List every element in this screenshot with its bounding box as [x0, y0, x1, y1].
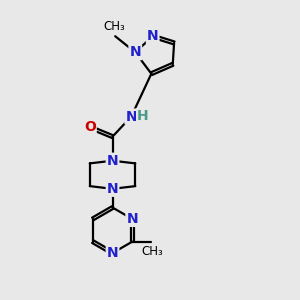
Text: N: N: [126, 212, 138, 226]
Text: N: N: [107, 182, 118, 196]
Text: H: H: [137, 109, 148, 123]
Text: N: N: [125, 110, 137, 124]
Text: N: N: [147, 29, 158, 43]
Text: N: N: [130, 45, 141, 59]
Text: CH₃: CH₃: [103, 20, 125, 33]
Text: O: O: [84, 120, 96, 134]
Text: N: N: [107, 246, 118, 260]
Text: N: N: [107, 154, 118, 168]
Text: CH₃: CH₃: [141, 245, 163, 258]
